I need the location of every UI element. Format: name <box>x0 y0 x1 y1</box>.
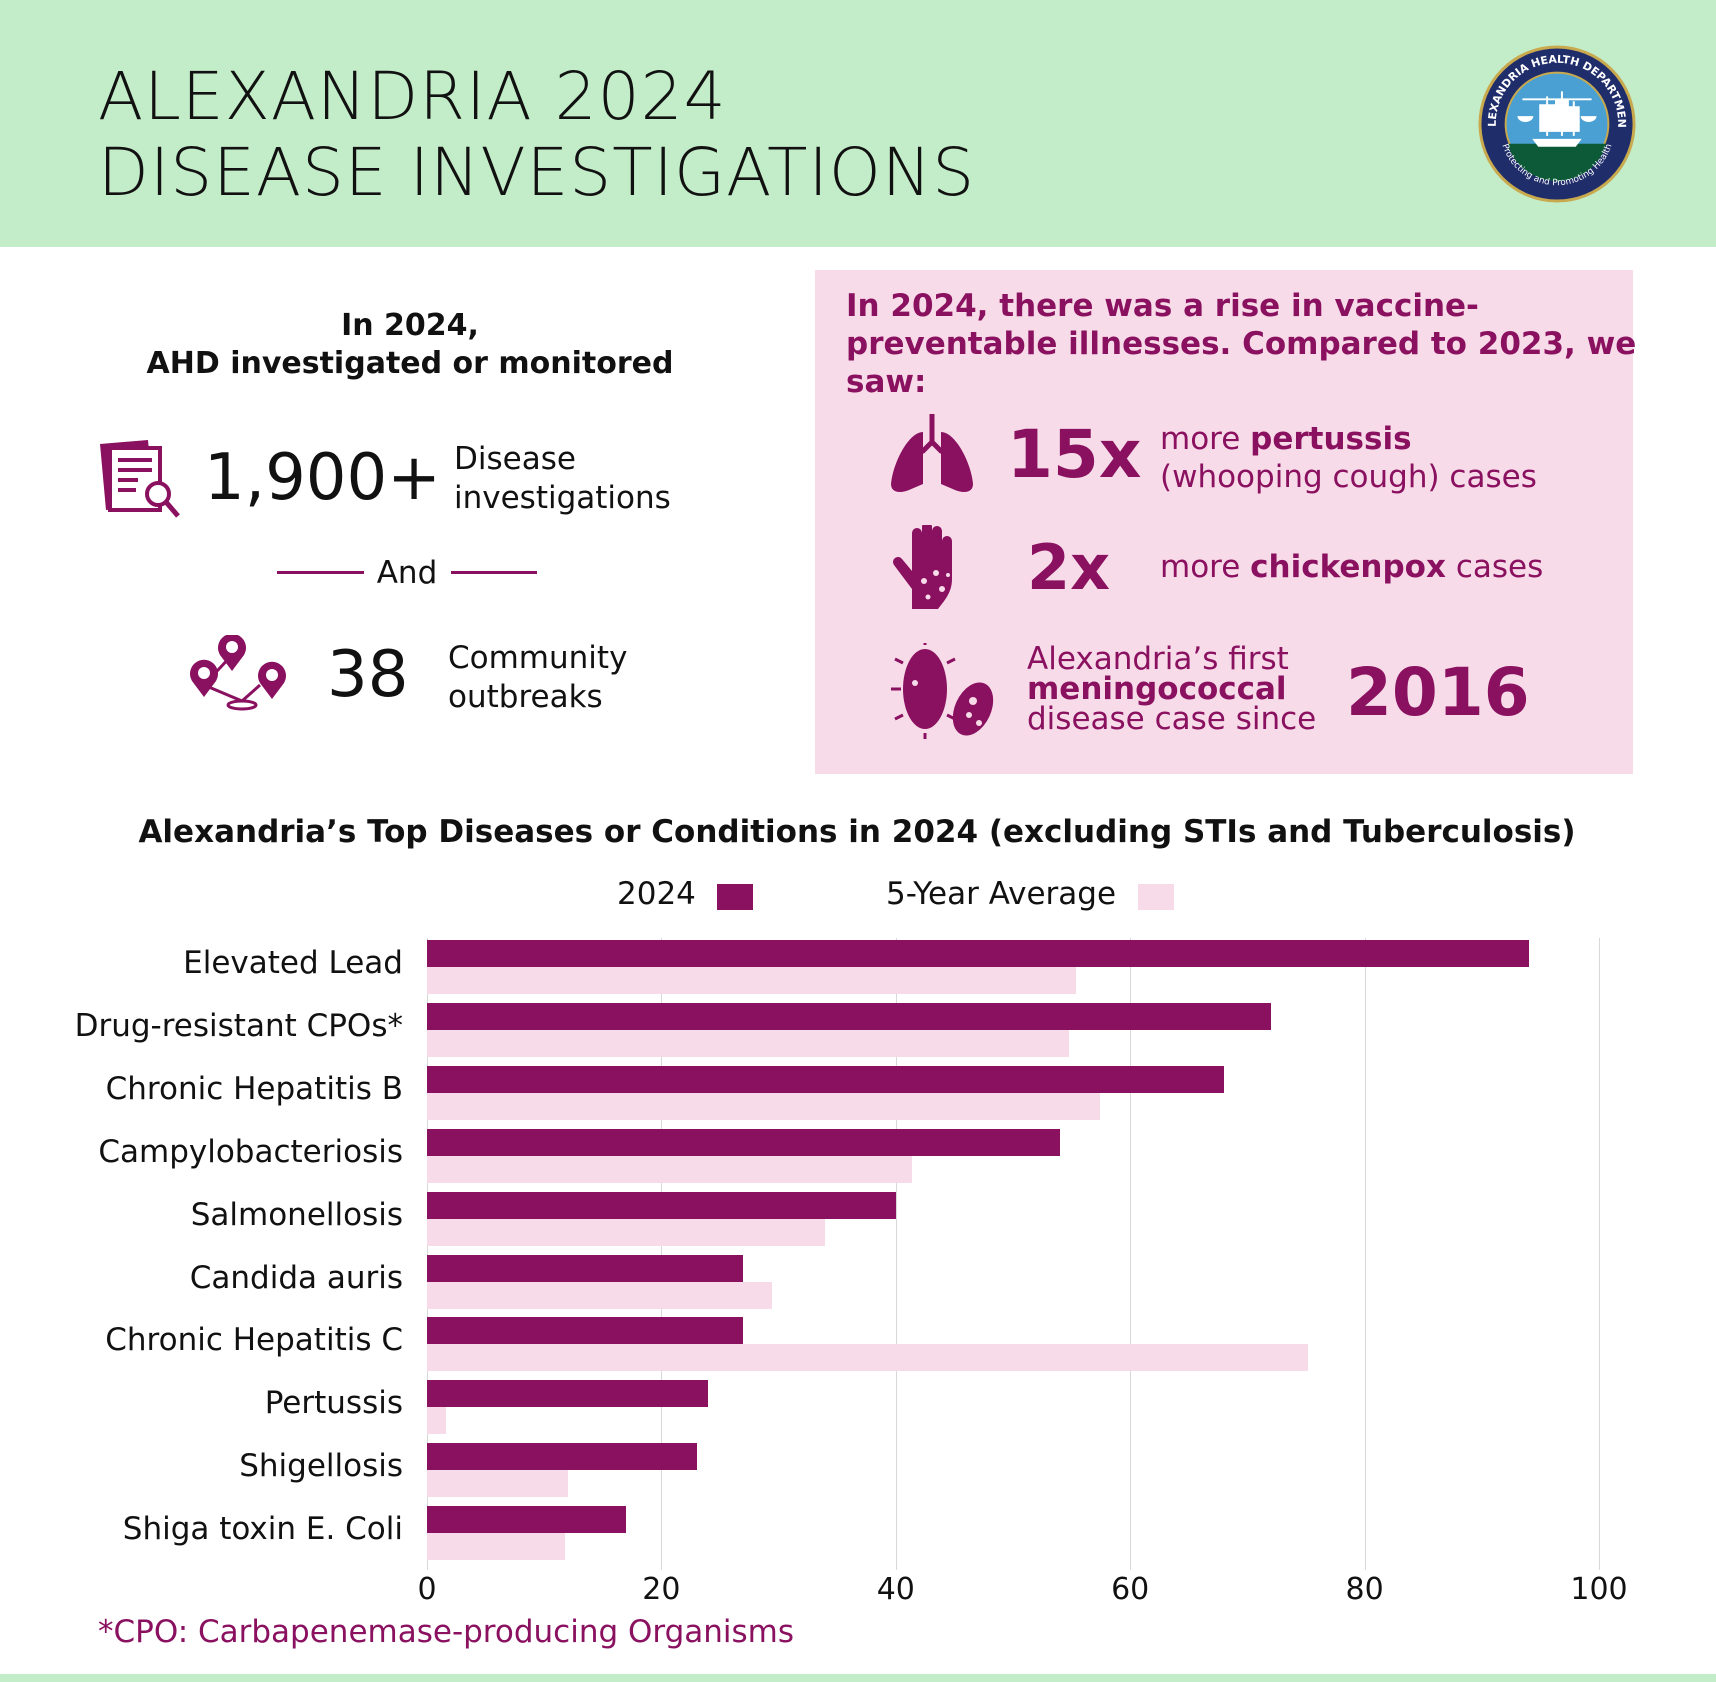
chart-footnote: *CPO: Carbapenemase-producing Organisms <box>98 1614 795 1650</box>
pertussis-text-line2: (whooping cough) cases <box>1160 459 1537 495</box>
category-label: Shigellosis <box>239 1448 403 1485</box>
bar-5yr-average <box>427 1407 446 1435</box>
bar-5yr-average <box>427 1470 568 1498</box>
bacteria-icon <box>891 643 994 739</box>
category-label: Drug-resistant CPOs* <box>74 1007 403 1044</box>
meningococcal-text-line1: Alexandria’s first <box>1027 641 1289 677</box>
investigations-count: 1,900+ <box>204 441 441 515</box>
category-label: Candida auris <box>189 1259 403 1296</box>
gridline <box>1599 938 1600 1570</box>
pertussis-multiplier: 15x <box>1007 416 1142 493</box>
summary-heading-line1: In 2024, <box>341 308 479 343</box>
divider-left <box>277 571 364 574</box>
x-tick-label: 40 <box>876 1572 915 1607</box>
bar-2024 <box>427 1191 896 1219</box>
bar-2024 <box>427 1065 1224 1093</box>
and-label: And <box>376 555 438 591</box>
x-tick-label: 100 <box>1570 1572 1628 1607</box>
vaccine-preventable-panel <box>815 270 1633 774</box>
chickenpox-text: more chickenpox cases <box>1160 549 1544 585</box>
bar-5yr-average <box>427 1155 913 1183</box>
footer-strip <box>0 1674 1716 1682</box>
legend-swatch-5yr-average <box>1138 884 1174 910</box>
outbreak-map-pins-icon <box>190 635 286 711</box>
pertussis-text-line1: more pertussis <box>1160 421 1412 457</box>
gridline <box>1130 938 1132 1570</box>
legend-label-5yr-average: 5-Year Average <box>886 876 1117 912</box>
investigations-label-line1: Disease <box>454 441 576 477</box>
x-tick-label: 20 <box>642 1572 681 1607</box>
summary-heading-line2: AHD investigated or monitored <box>146 346 674 381</box>
bar-2024 <box>427 1380 709 1408</box>
meningococcal-year: 2016 <box>1346 654 1530 731</box>
bar-2024 <box>427 1443 697 1471</box>
outbreaks-label-line2: outbreaks <box>448 679 603 715</box>
investigations-label-line2: investigations <box>454 480 671 516</box>
page-title-line2: DISEASE INVESTIGATIONS <box>98 134 976 211</box>
bar-2024 <box>427 940 1529 967</box>
bar-2024 <box>427 1254 744 1282</box>
bar-5yr-average <box>427 1281 772 1309</box>
bar-2024 <box>427 1317 744 1345</box>
meningococcal-text-line3: disease case since <box>1027 701 1317 737</box>
health-department-seal-logo: ALEXANDRIA HEALTH DEPARTMENT Protecting … <box>1478 45 1636 203</box>
vaccine-heading-line3: saw: <box>846 364 927 400</box>
vaccine-heading-line1: In 2024, there was a rise in vaccine- <box>846 288 1479 324</box>
bar-5yr-average <box>427 1029 1070 1057</box>
outbreaks-count: 38 <box>327 638 409 712</box>
document-magnifier-icon <box>100 440 180 518</box>
chart-title: Alexandria’s Top Diseases or Conditions … <box>138 814 1576 850</box>
legend-swatch-2024 <box>717 884 753 910</box>
category-label: Chronic Hepatitis C <box>105 1322 403 1359</box>
category-label: Shiga toxin E. Coli <box>122 1511 403 1548</box>
bar-5yr-average <box>427 967 1077 994</box>
outbreaks-label-line1: Community <box>448 640 628 676</box>
header-banner <box>0 0 1716 247</box>
bar-5yr-average <box>427 1533 566 1561</box>
meningococcal-text-line2: meningococcal <box>1027 671 1287 707</box>
bar-2024 <box>427 1128 1060 1156</box>
x-tick-label: 0 <box>417 1572 437 1607</box>
bar-5yr-average <box>427 1344 1309 1372</box>
x-tick-label: 80 <box>1345 1572 1384 1607</box>
chickenpox-multiplier: 2x <box>1027 531 1111 604</box>
bar-5yr-average <box>427 1218 826 1246</box>
bar-2024 <box>427 1002 1271 1030</box>
category-label: Campylobacteriosis <box>98 1133 403 1170</box>
gridline <box>1364 938 1366 1570</box>
rash-hand-icon <box>893 525 952 609</box>
vaccine-heading-line2: preventable illnesses. Compared to 2023,… <box>846 326 1637 362</box>
category-label: Pertussis <box>264 1385 403 1422</box>
lungs-icon <box>891 414 973 492</box>
x-tick-label: 60 <box>1111 1572 1150 1607</box>
bar-5yr-average <box>427 1092 1100 1120</box>
gridline <box>661 938 663 1570</box>
category-label: Salmonellosis <box>190 1196 403 1233</box>
legend-label-2024: 2024 <box>617 876 696 912</box>
page-title-line1: ALEXANDRIA 2024 <box>98 58 727 135</box>
divider-right <box>451 571 537 574</box>
gridline <box>427 938 428 1570</box>
category-label: Elevated Lead <box>183 945 403 981</box>
category-label: Chronic Hepatitis B <box>105 1070 403 1107</box>
bar-2024 <box>427 1506 627 1534</box>
gridline <box>895 938 897 1570</box>
